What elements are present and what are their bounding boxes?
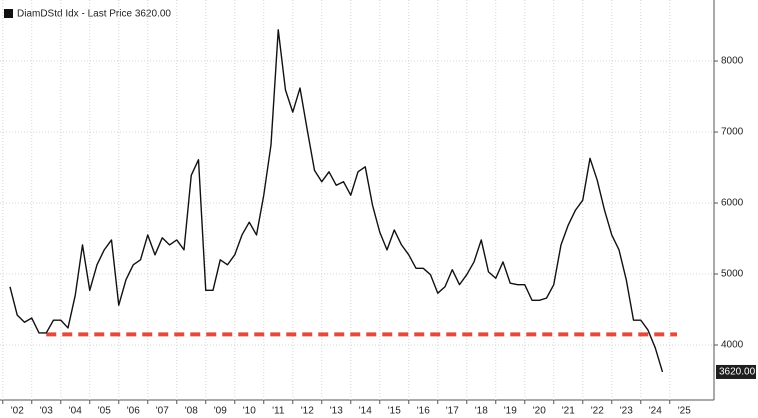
y-tick-label: 8000 — [721, 56, 744, 67]
x-tick-label: '04 — [69, 406, 82, 417]
x-tick-label: '06 — [127, 406, 140, 417]
x-tick-label: '19 — [504, 406, 517, 417]
x-tick-label: '17 — [446, 406, 459, 417]
x-tick-label: '08 — [185, 406, 198, 417]
series-line — [9, 29, 664, 373]
legend-swatch — [4, 9, 13, 18]
x-tick-label: '22 — [591, 406, 604, 417]
last-price-box — [716, 364, 756, 379]
y-tick-label: 7000 — [721, 127, 744, 138]
x-tick-label: '03 — [40, 406, 53, 417]
x-tick-label: '15 — [388, 406, 401, 417]
x-tick-label: '25 — [678, 406, 691, 417]
x-tick-label: '05 — [98, 406, 111, 417]
x-tick-label: '11 — [272, 406, 285, 417]
x-tick-label: '21 — [562, 406, 575, 417]
x-tick-label: '09 — [214, 406, 227, 417]
x-tick-label: '20 — [533, 406, 546, 417]
x-tick-label: '12 — [301, 406, 314, 417]
x-tick-label: '18 — [475, 406, 488, 417]
legend-label: DiamDStd Idx - Last Price 3620.00 — [17, 9, 171, 20]
y-tick-label: 4000 — [721, 340, 744, 351]
last-price-label: 3620.00 — [719, 367, 756, 378]
x-tick-label: '14 — [359, 406, 372, 417]
x-tick-label: '07 — [156, 406, 169, 417]
y-tick-label: 5000 — [721, 269, 744, 280]
x-tick-label: '13 — [330, 406, 343, 417]
x-tick-label: '24 — [649, 406, 662, 417]
x-tick-label: '02 — [11, 406, 24, 417]
y-tick-label: 6000 — [721, 198, 744, 209]
x-tick-label: '16 — [417, 406, 430, 417]
x-tick-label: '23 — [620, 406, 633, 417]
x-tick-label: '10 — [243, 406, 256, 417]
